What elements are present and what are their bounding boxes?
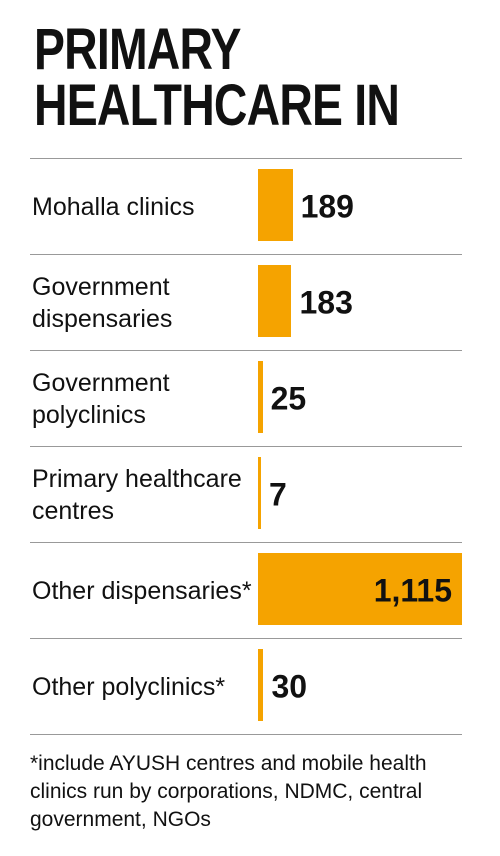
chart: Mohalla clinics 189 Government dispensarie… <box>30 158 462 735</box>
category-label: Government dispensaries <box>32 272 173 333</box>
value-label: 1,115 <box>373 572 452 608</box>
bar <box>258 457 261 529</box>
category-label: Other polyclinics* <box>32 672 226 701</box>
value-label: 30 <box>271 668 308 704</box>
row: Primary healthcare centres 7 <box>30 447 462 543</box>
row: Mohalla clinics 189 <box>30 159 462 255</box>
category-label: Other dispensaries* <box>32 576 252 605</box>
category-label: Primary healthcare centres <box>32 464 242 525</box>
category-label: Mohalla clinics <box>32 192 195 221</box>
value-label: 25 <box>270 380 307 416</box>
bar <box>258 553 462 625</box>
value-label: 7 <box>269 476 287 512</box>
chart-title: PRIMARY HEALTHCARE IN <box>34 17 400 138</box>
bar <box>258 361 263 433</box>
value-label: 189 <box>300 188 354 224</box>
footnote: *include AYUSH centres and mobile health… <box>30 752 427 831</box>
bar <box>258 649 264 721</box>
row: Other polyclinics* 30 <box>30 639 462 735</box>
row: Other dispensaries* 1,115 <box>30 543 462 639</box>
value-label: 183 <box>299 284 353 320</box>
row: Government polyclinics 25 <box>30 351 462 447</box>
row: Government dispensaries 183 <box>30 255 462 351</box>
bar <box>258 265 292 337</box>
category-label: Government polyclinics <box>32 368 170 429</box>
bar <box>258 169 293 241</box>
